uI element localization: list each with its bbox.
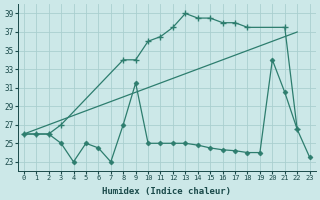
X-axis label: Humidex (Indice chaleur): Humidex (Indice chaleur) — [102, 187, 231, 196]
